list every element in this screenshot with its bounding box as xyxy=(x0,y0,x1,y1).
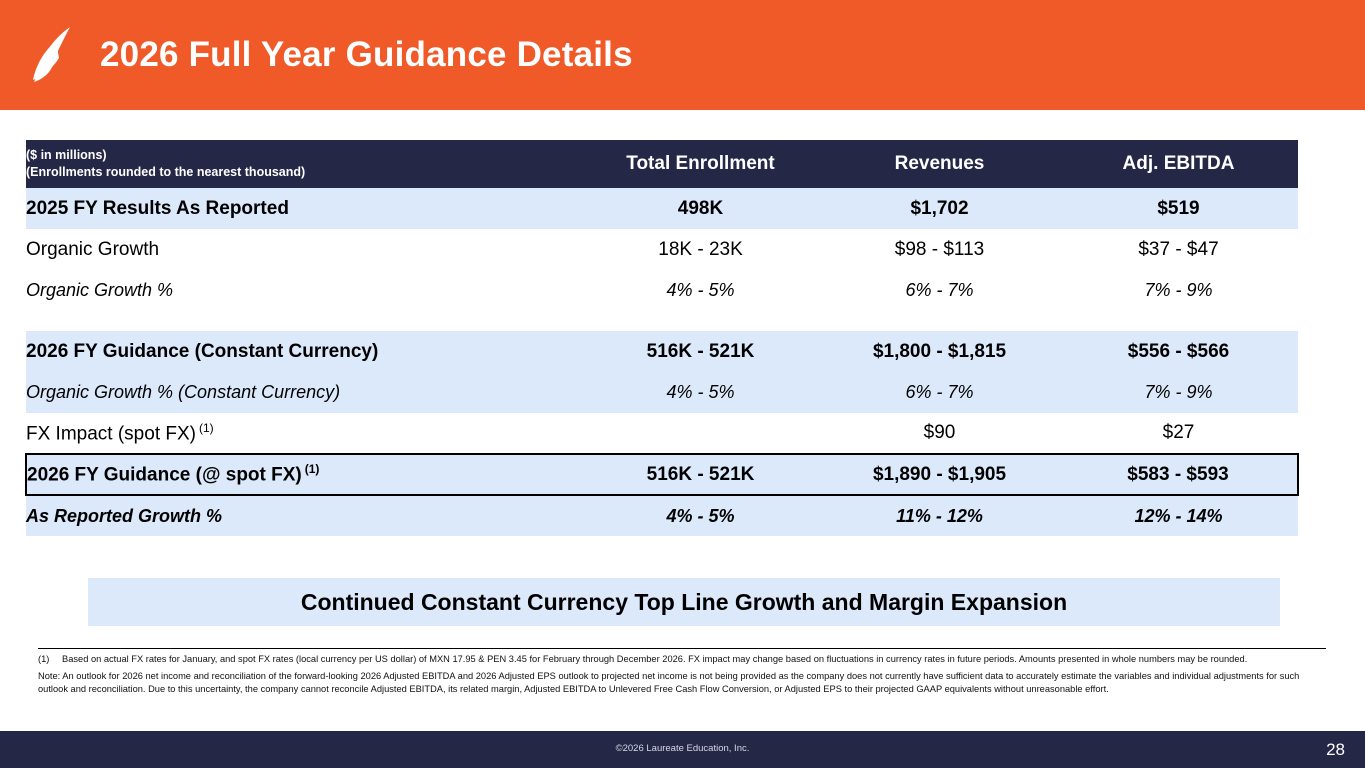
row-value-enrollment: 516K - 521K xyxy=(581,331,820,372)
table-row: 2026 FY Guidance (@ spot FX) (1) 516K - 5… xyxy=(25,453,1299,496)
footnote-marker: (1) xyxy=(304,462,320,477)
row-value-ebitda: 7% - 9% xyxy=(1059,372,1298,413)
units-line-1: ($ in millions) xyxy=(26,148,107,163)
column-header-adj-ebitda: Adj. EBITDA xyxy=(1059,140,1298,188)
footnote-number: (1) xyxy=(38,654,50,664)
table-header: ($ in millions) (Enrollments rounded to … xyxy=(26,140,1298,188)
highlight-banner: Continued Constant Currency Top Line Gro… xyxy=(88,578,1280,626)
spacer-cell xyxy=(820,311,1059,331)
row-value-ebitda: $519 xyxy=(1059,188,1298,229)
table-row: Organic Growth % 4% - 5% 6% - 7% 7% - 9% xyxy=(26,270,1298,311)
table-row: Organic Growth % (Constant Currency) 4% … xyxy=(26,372,1298,413)
footnote-marker: (1) xyxy=(198,420,214,435)
highlight-banner-text: Continued Constant Currency Top Line Gro… xyxy=(300,588,1068,615)
row-value-revenues: 11% - 12% xyxy=(820,495,1059,536)
footer-copyright: ©2026 Laureate Education, Inc. xyxy=(615,743,750,754)
column-header-total-enrollment: Total Enrollment xyxy=(581,140,820,188)
row-label: Organic Growth % (Constant Currency) xyxy=(26,372,581,413)
laureate-flame-logo-icon xyxy=(33,27,70,82)
row-value-enrollment xyxy=(581,413,820,454)
table-spacer-row xyxy=(26,311,1298,331)
table-header-row: ($ in millions) (Enrollments rounded to … xyxy=(26,140,1298,188)
row-label-text: 2026 FY Guidance (@ spot FX) xyxy=(27,464,302,486)
page-title: 2026 Full Year Guidance Details xyxy=(100,35,633,74)
row-value-revenues: $1,890 - $1,905 xyxy=(820,453,1059,496)
row-label: 2026 FY Guidance (@ spot FX) (1) xyxy=(25,453,581,496)
table-row: Organic Growth 18K - 23K $98 - $113 $37 … xyxy=(26,229,1298,270)
row-label: Organic Growth xyxy=(26,229,581,270)
footnote-text: Based on actual FX rates for January, an… xyxy=(62,654,1248,664)
table-body: 2025 FY Results As Reported 498K $1,702 … xyxy=(25,188,1299,536)
row-value-revenues: $1,800 - $1,815 xyxy=(820,331,1059,372)
row-label: FX Impact (spot FX) (1) xyxy=(26,413,581,454)
row-value-revenues: $98 - $113 xyxy=(820,229,1059,270)
guidance-table: ($ in millions) (Enrollments rounded to … xyxy=(25,140,1299,536)
row-value-enrollment: 4% - 5% xyxy=(581,495,820,536)
row-value-enrollment: 516K - 521K xyxy=(581,453,820,496)
spacer-cell xyxy=(581,311,820,331)
row-value-ebitda: 12% - 14% xyxy=(1059,495,1298,536)
row-label-text: FX Impact (spot FX) xyxy=(26,423,196,445)
footnote-divider xyxy=(38,648,1326,649)
row-value-revenues: 6% - 7% xyxy=(820,372,1059,413)
row-value-ebitda: $583 - $593 xyxy=(1059,453,1299,496)
table-row: 2025 FY Results As Reported 498K $1,702 … xyxy=(26,188,1298,229)
units-line-2: (Enrollments rounded to the nearest thou… xyxy=(26,165,306,179)
row-value-enrollment: 4% - 5% xyxy=(581,270,820,311)
row-value-ebitda: $37 - $47 xyxy=(1059,229,1298,270)
row-value-enrollment: 18K - 23K xyxy=(581,229,820,270)
row-value-enrollment: 498K xyxy=(581,188,820,229)
table-row: FX Impact (spot FX) (1) $90 $27 xyxy=(26,413,1298,454)
row-value-revenues: $90 xyxy=(820,413,1059,454)
row-label: Organic Growth % xyxy=(26,270,581,311)
page-number: 28 xyxy=(1326,740,1345,759)
spacer-cell xyxy=(1059,311,1298,331)
row-value-ebitda: 7% - 9% xyxy=(1059,270,1298,311)
footer-bar xyxy=(0,731,1365,768)
slide-title-bar: 2026 Full Year Guidance Details xyxy=(0,0,1365,110)
table-row: As Reported Growth % 4% - 5% 11% - 12% 1… xyxy=(26,495,1298,536)
table-header-units: ($ in millions) (Enrollments rounded to … xyxy=(26,140,581,188)
footnote-note: Note: An outlook for 2026 net income and… xyxy=(38,671,1300,694)
row-value-enrollment: 4% - 5% xyxy=(581,372,820,413)
row-label: 2025 FY Results As Reported xyxy=(26,188,581,229)
row-value-ebitda: $27 xyxy=(1059,413,1298,454)
footnote-item-1: (1) Based on actual FX rates for January… xyxy=(38,653,1328,665)
row-label: 2026 FY Guidance (Constant Currency) xyxy=(26,331,581,372)
spacer-cell xyxy=(26,311,581,331)
footnotes-block: (1) Based on actual FX rates for January… xyxy=(38,653,1328,695)
row-value-revenues: 6% - 7% xyxy=(820,270,1059,311)
table-row: 2026 FY Guidance (Constant Currency) 516… xyxy=(26,331,1298,372)
column-header-revenues: Revenues xyxy=(820,140,1059,188)
row-value-revenues: $1,702 xyxy=(820,188,1059,229)
row-label: As Reported Growth % xyxy=(26,495,581,536)
row-value-ebitda: $556 - $566 xyxy=(1059,331,1298,372)
